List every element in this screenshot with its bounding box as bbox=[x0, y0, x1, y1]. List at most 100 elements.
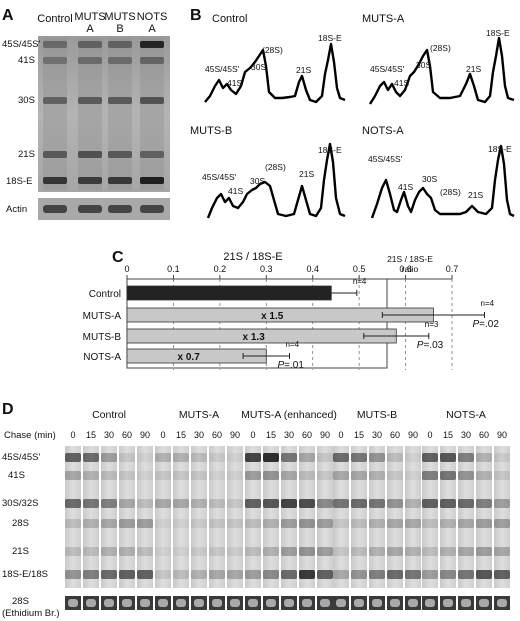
gel-lane bbox=[440, 446, 456, 588]
gel-band bbox=[173, 570, 189, 579]
band-label: 45S/45S' bbox=[2, 452, 40, 463]
gel-band bbox=[65, 499, 81, 508]
etbr-band bbox=[425, 599, 435, 607]
gel-band bbox=[351, 570, 367, 579]
gel-band bbox=[299, 471, 315, 480]
time-label: 0 bbox=[70, 430, 75, 440]
gel-band bbox=[369, 471, 385, 480]
gel-lane bbox=[119, 446, 135, 588]
time-label: 90 bbox=[230, 430, 240, 440]
gel-band bbox=[299, 547, 315, 556]
gel-band bbox=[263, 547, 279, 556]
gel-band bbox=[476, 570, 492, 579]
etbr-band bbox=[230, 599, 240, 607]
gel-band bbox=[405, 519, 421, 528]
gel-band bbox=[101, 453, 117, 462]
p-value: P=.01 bbox=[278, 360, 305, 371]
gel-band bbox=[281, 570, 297, 579]
gel-band bbox=[422, 519, 438, 528]
trace-title-muts-b: MUTS-B bbox=[190, 125, 232, 137]
band-label-30s: 30S bbox=[18, 95, 35, 106]
etbr-band bbox=[390, 599, 400, 607]
gel-band bbox=[333, 499, 349, 508]
bar bbox=[126, 285, 332, 301]
trace-muts-a-label-21s: 21S bbox=[466, 64, 481, 74]
gel-band bbox=[137, 453, 153, 462]
trace-control-label-21s: 21S bbox=[296, 65, 311, 75]
time-label: 60 bbox=[302, 430, 312, 440]
gel-lane bbox=[108, 38, 132, 190]
gel-band bbox=[333, 519, 349, 528]
gel-band bbox=[43, 151, 67, 158]
panel-a-lane-headers: Control MUTS A MUTS B NOTS A bbox=[37, 11, 167, 35]
time-label: 60 bbox=[479, 430, 489, 440]
tick-label: 0.6 bbox=[399, 264, 412, 274]
panel-label-c: C bbox=[112, 249, 124, 266]
gel-band bbox=[317, 499, 333, 508]
gel-band bbox=[458, 547, 474, 556]
etbr-band bbox=[408, 599, 418, 607]
chase-label: Chase (min) bbox=[4, 430, 56, 441]
etbr-band bbox=[158, 599, 168, 607]
gel-band bbox=[119, 547, 135, 556]
panel-a-actin-bands bbox=[43, 205, 164, 213]
gel-band bbox=[173, 547, 189, 556]
gel-band bbox=[476, 547, 492, 556]
n-label: n=4 bbox=[353, 277, 367, 286]
gel-band bbox=[387, 547, 403, 556]
gel-band bbox=[281, 453, 297, 462]
trace-title-control: Control bbox=[212, 13, 247, 25]
lane-header-nots-a-2: A bbox=[148, 23, 156, 35]
gel-band bbox=[333, 547, 349, 556]
gel-band bbox=[494, 547, 510, 556]
etbr-band bbox=[284, 599, 294, 607]
gel-band bbox=[351, 499, 367, 508]
gel-band bbox=[119, 499, 135, 508]
trace-muts-b-label-30s: 30S bbox=[250, 176, 265, 186]
gel-band bbox=[140, 151, 164, 158]
time-label: 15 bbox=[176, 430, 186, 440]
gel-band bbox=[209, 453, 225, 462]
gel-band bbox=[78, 97, 102, 104]
trace-nots-a-label-18s: 18S-E bbox=[488, 144, 512, 154]
band-label-41s: 41S bbox=[18, 55, 35, 66]
gel-band bbox=[405, 499, 421, 508]
gel-lane bbox=[263, 446, 279, 588]
gel-band bbox=[227, 570, 243, 579]
trace-control-label-30s: 30S bbox=[251, 62, 266, 72]
gel-band bbox=[476, 453, 492, 462]
gel-lane bbox=[140, 38, 164, 190]
gel-band bbox=[351, 519, 367, 528]
etbr-band bbox=[302, 599, 312, 607]
chart-title: 21S / 18S-E bbox=[223, 251, 282, 263]
gel-band bbox=[173, 499, 189, 508]
gel-band bbox=[405, 471, 421, 480]
panel-label-a: A bbox=[2, 7, 14, 24]
time-label: 15 bbox=[443, 430, 453, 440]
gel-band bbox=[245, 471, 261, 480]
tick-label: 0.1 bbox=[167, 264, 180, 274]
gel-band bbox=[83, 570, 99, 579]
gel-band bbox=[191, 570, 207, 579]
etbr-band bbox=[461, 599, 471, 607]
gel-band bbox=[155, 547, 171, 556]
gel-band bbox=[191, 519, 207, 528]
gel-lane bbox=[209, 446, 225, 588]
gel-band bbox=[494, 499, 510, 508]
gel-band bbox=[191, 499, 207, 508]
gel-band bbox=[299, 519, 315, 528]
fold-label: x 0.7 bbox=[178, 352, 201, 363]
gel-band bbox=[155, 570, 171, 579]
etbr-band bbox=[320, 599, 330, 607]
n-label: n=3 bbox=[425, 320, 439, 329]
trace-muts-a-label-45s: 45S/45S' bbox=[370, 64, 405, 74]
time-label: 0 bbox=[250, 430, 255, 440]
gel-band bbox=[209, 519, 225, 528]
gel-band bbox=[140, 57, 164, 64]
gel-band bbox=[405, 570, 421, 579]
lane-header-control: Control bbox=[37, 13, 72, 25]
gel-band bbox=[299, 499, 315, 508]
tick-label: 0.5 bbox=[353, 264, 366, 274]
gel-band bbox=[83, 547, 99, 556]
gel-lane bbox=[299, 446, 315, 588]
